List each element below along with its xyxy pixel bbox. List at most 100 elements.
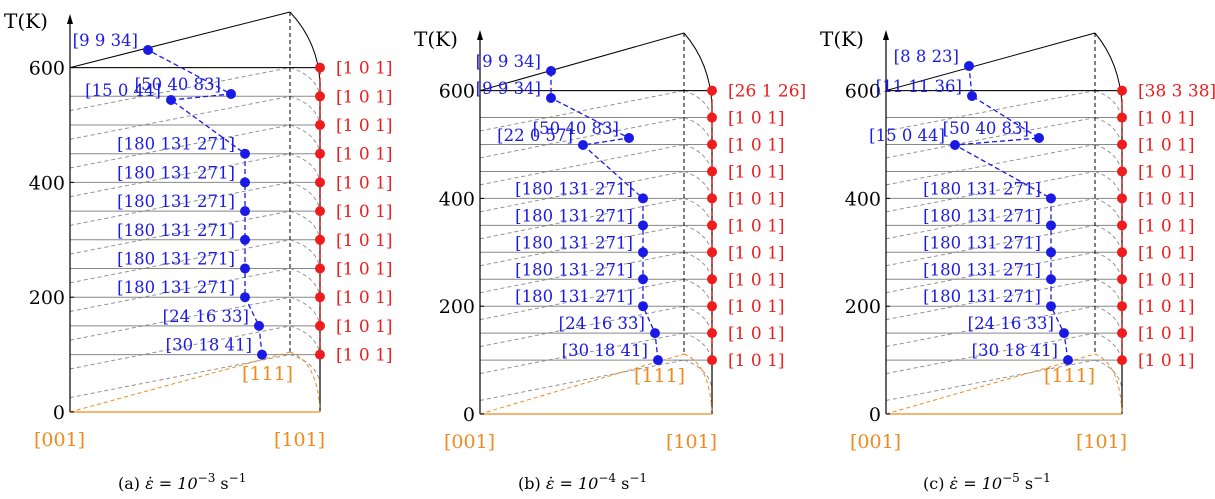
red-point: [1117, 301, 1127, 312]
blue-point-label: [50 40 83]: [135, 75, 221, 94]
red-point: [707, 166, 717, 177]
red-point-label: [1 0 1]: [1138, 216, 1195, 236]
blue-point: [1046, 193, 1056, 204]
arc-dashed: [289, 95, 321, 125]
panel-a: 0 200 400 600 T(K) [001] [101] [111] [1 0 1] [1 0…: [4, 9, 393, 493]
caption-label: (b): [518, 474, 546, 493]
arc-dashed: [683, 251, 713, 281]
corner-label-111: [111]: [1044, 365, 1095, 387]
perspective-dashed-line: [885, 332, 1096, 374]
red-point-label: [1 0 1]: [336, 87, 393, 107]
red-point: [707, 193, 717, 204]
caption-label: (a): [118, 474, 145, 493]
arc-dashed: [683, 278, 713, 308]
red-point-label: [1 0 1]: [336, 173, 393, 193]
perspective-dashed-line: [885, 197, 1096, 240]
caption-rate: ε̇ = 10: [950, 474, 1003, 493]
top-arc: [289, 11, 321, 83]
red-point: [1117, 274, 1127, 285]
y-tick-label: 400: [29, 172, 65, 194]
y-axis-arrow: [883, 30, 889, 40]
blue-point: [650, 328, 660, 339]
blue-point-label: [11 11 36]: [876, 77, 962, 96]
blue-point-label: [22 0 57]: [497, 126, 573, 145]
blue-point-label: [180 131 271]: [923, 233, 1041, 252]
perspective-dashed-line: [69, 210, 291, 255]
caption-label: (c): [923, 474, 950, 493]
red-point-label: [26 1 26]: [728, 82, 806, 102]
red-point: [707, 85, 717, 96]
arc-dashed: [1094, 251, 1123, 281]
blue-point-label: [180 131 271]: [923, 206, 1041, 225]
blue-point-label: [30 18 41]: [166, 336, 252, 355]
red-point-label: [1 0 1]: [336, 346, 393, 366]
red-point: [1117, 193, 1127, 204]
red-point: [1117, 328, 1127, 339]
red-point: [315, 320, 325, 331]
arc-dashed: [683, 359, 713, 389]
blue-point-label: [180 131 271]: [117, 278, 235, 297]
red-point-label: [1 0 1]: [728, 216, 785, 236]
panel-c: 0 200 400 600 T(K) [001] [101] [111] [1 0 1] [1 0…: [820, 27, 1215, 493]
arc-dashed: [683, 171, 713, 200]
red-point-label: [1 0 1]: [1138, 324, 1195, 344]
red-point-label: [1 0 1]: [336, 145, 393, 165]
caption-unit-exponent: −1: [1033, 471, 1051, 485]
bottom-orange-dashed: [69, 351, 291, 413]
bottom-orange-arc: [683, 353, 713, 415]
panel-caption: (c) ε̇ = 10−5 s−1: [923, 471, 1051, 493]
blue-point: [653, 355, 663, 366]
y-tick-label: 0: [463, 404, 475, 426]
red-point: [707, 274, 717, 285]
bottom-orange-arc: [289, 351, 321, 413]
blue-point-label: [50 40 83]: [943, 119, 1029, 138]
bottom-orange-dashed: [885, 353, 1096, 415]
perspective-dashed-line: [885, 171, 1096, 213]
blue-point: [546, 93, 556, 103]
corner-label-111: [111]: [634, 365, 685, 387]
corner-label-001: [001]: [850, 431, 901, 453]
blue-point: [1063, 355, 1073, 366]
red-point-label: [1 0 1]: [1138, 351, 1195, 371]
blue-point: [240, 206, 250, 217]
corner-label-001: [001]: [444, 431, 495, 453]
blue-point-label: [180 131 271]: [117, 163, 235, 182]
panel-b: 0 200 400 600 T(K) [001] [101] [111] [1 0 1] [1 0…: [414, 27, 806, 493]
corner-label-001: [001]: [34, 429, 85, 451]
red-point-label: [1 0 1]: [1138, 243, 1195, 263]
top-edge-line: [69, 11, 291, 69]
red-point: [315, 91, 325, 102]
blue-point: [950, 140, 960, 150]
blue-point: [624, 133, 634, 143]
blue-point: [1034, 133, 1044, 143]
red-point: [315, 120, 325, 130]
perspective-dashed-line: [885, 90, 1096, 132]
red-point: [315, 349, 325, 360]
blue-point-label: [180 131 271]: [515, 233, 633, 252]
blue-point-label: [180 131 271]: [515, 179, 633, 198]
corner-label-101: [101]: [274, 429, 325, 451]
arc-dashed: [1094, 171, 1123, 200]
blue-point-label: [50 40 83]: [533, 119, 619, 138]
blue-point: [1046, 220, 1056, 231]
blue-point-label: [180 131 271]: [117, 221, 235, 240]
y-tick-label: 600: [439, 81, 475, 103]
caption-unit: s: [215, 474, 228, 493]
blue-point-label: [180 131 271]: [923, 287, 1041, 306]
red-point: [315, 206, 325, 217]
blue-point: [143, 45, 153, 55]
perspective-dashed-line: [885, 224, 1096, 267]
caption-rate: ε̇ = 10: [145, 474, 198, 493]
red-point-label: [1 0 1]: [728, 270, 785, 290]
y-tick-label: 200: [845, 296, 881, 318]
red-point-label: [1 0 1]: [1138, 270, 1195, 290]
caption-rate: ε̇ = 10: [546, 474, 599, 493]
perspective-dashed-line: [885, 305, 1096, 348]
blue-point: [638, 220, 648, 231]
blue-point-label: [9 9 34]: [73, 31, 138, 50]
arc-dashed: [683, 197, 713, 227]
blue-point-label: [180 131 271]: [117, 192, 235, 211]
red-point-label: [1 0 1]: [728, 243, 785, 263]
arc-dashed: [683, 144, 713, 173]
